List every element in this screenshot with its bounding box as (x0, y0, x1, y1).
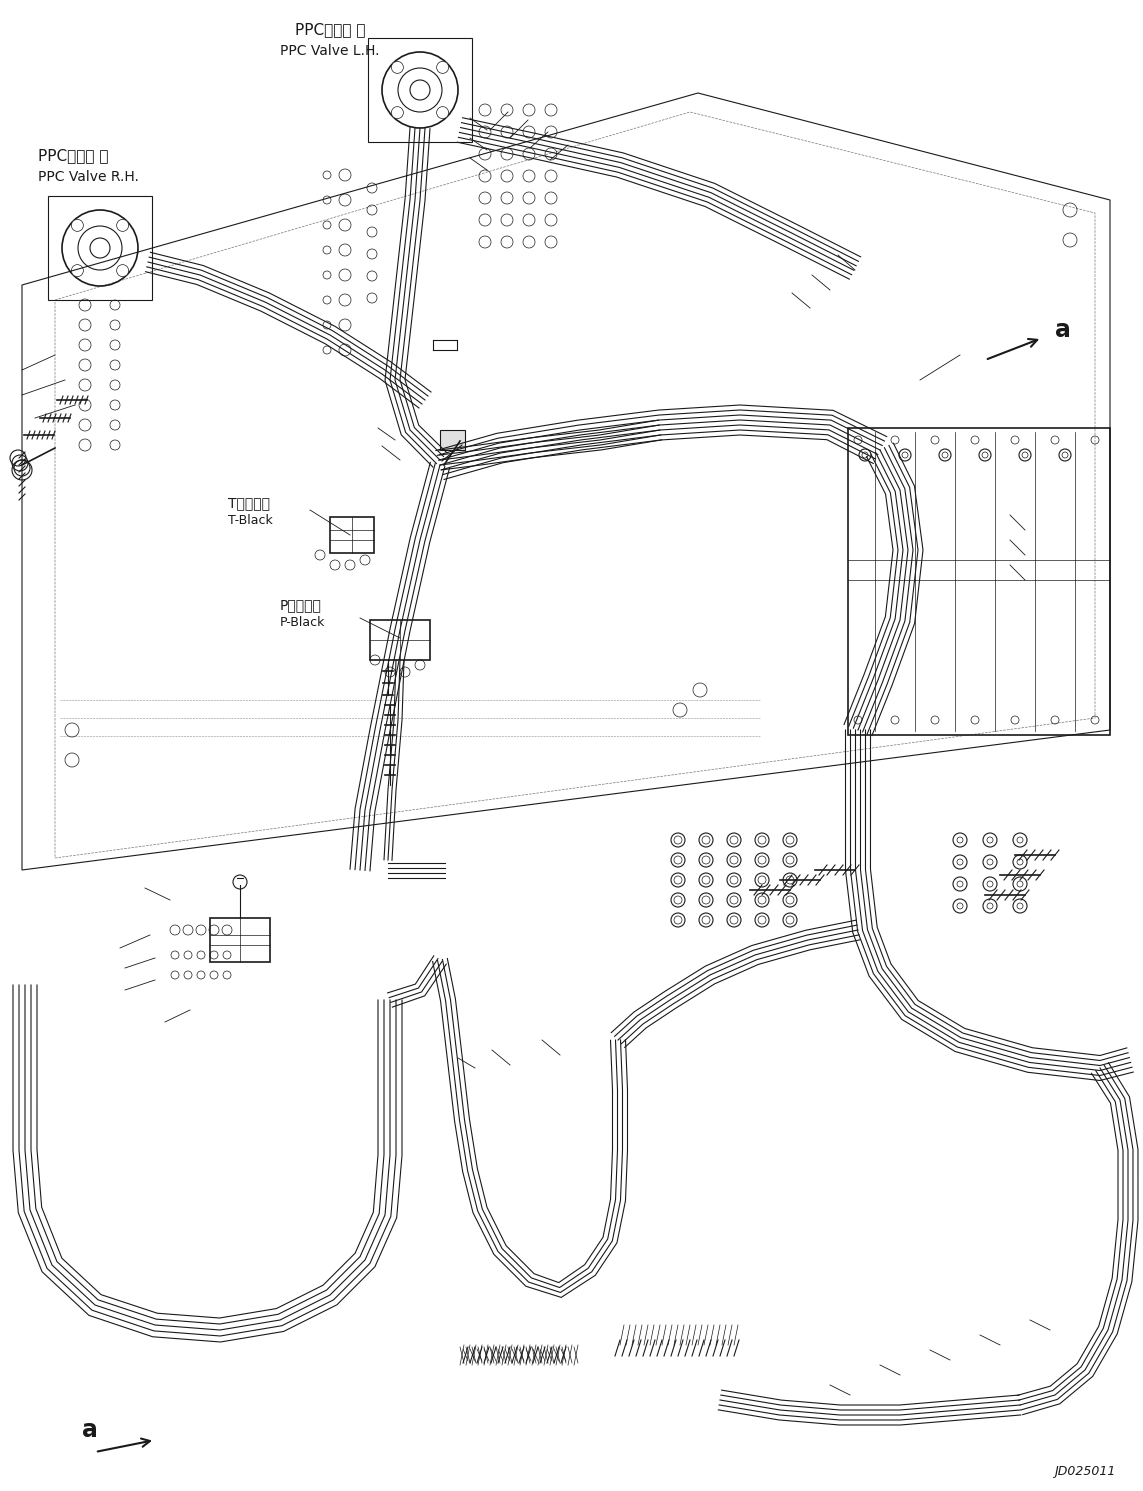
Text: T-Black: T-Black (227, 514, 273, 526)
Circle shape (71, 264, 83, 277)
Text: Pブロック: Pブロック (280, 598, 322, 611)
FancyBboxPatch shape (370, 620, 430, 661)
Circle shape (117, 264, 129, 277)
Text: a: a (82, 1418, 98, 1442)
Text: PPCバルブ 左: PPCバルブ 左 (295, 22, 366, 37)
Circle shape (437, 107, 448, 119)
Text: PPCバルブ 右: PPCバルブ 右 (38, 148, 109, 163)
FancyBboxPatch shape (330, 517, 374, 553)
Circle shape (117, 219, 129, 231)
Text: PPC Valve L.H.: PPC Valve L.H. (280, 45, 379, 58)
Text: JD025011: JD025011 (1054, 1466, 1116, 1478)
Text: a: a (1055, 318, 1071, 341)
Circle shape (391, 107, 403, 119)
Text: P-Black: P-Black (280, 616, 326, 629)
Circle shape (71, 219, 83, 231)
Circle shape (391, 61, 403, 73)
FancyBboxPatch shape (210, 918, 270, 962)
Circle shape (437, 61, 448, 73)
Polygon shape (440, 429, 465, 450)
Text: Tブロック: Tブロック (227, 497, 270, 510)
Text: PPC Valve R.H.: PPC Valve R.H. (38, 170, 139, 183)
